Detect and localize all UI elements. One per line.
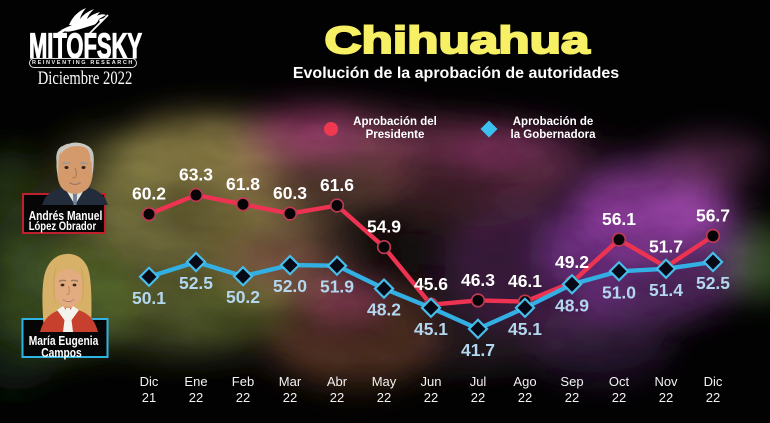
svg-text:Jul: Jul	[470, 374, 487, 389]
svg-text:45.1: 45.1	[414, 319, 448, 339]
svg-text:Mar: Mar	[279, 374, 302, 389]
svg-text:56.7: 56.7	[696, 205, 730, 225]
svg-text:22: 22	[424, 390, 438, 405]
svg-text:22: 22	[330, 390, 344, 405]
svg-text:51.4: 51.4	[649, 280, 683, 300]
svg-text:Nov: Nov	[654, 374, 678, 389]
svg-text:22: 22	[565, 390, 579, 405]
svg-text:52.5: 52.5	[696, 273, 730, 293]
svg-text:22: 22	[706, 390, 720, 405]
svg-text:22: 22	[189, 390, 203, 405]
svg-text:46.1: 46.1	[508, 271, 542, 291]
svg-text:Abr: Abr	[327, 374, 348, 389]
svg-text:22: 22	[612, 390, 626, 405]
svg-text:52.5: 52.5	[179, 273, 213, 293]
svg-text:22: 22	[236, 390, 250, 405]
svg-text:May: May	[372, 374, 397, 389]
svg-text:Sep: Sep	[560, 374, 583, 389]
svg-text:46.3: 46.3	[461, 270, 495, 290]
svg-text:Ago: Ago	[513, 374, 536, 389]
svg-text:49.2: 49.2	[555, 252, 589, 272]
svg-text:45.1: 45.1	[508, 319, 542, 339]
svg-text:48.2: 48.2	[367, 300, 401, 320]
svg-text:22: 22	[377, 390, 391, 405]
svg-text:56.1: 56.1	[602, 209, 636, 229]
svg-text:48.9: 48.9	[555, 295, 589, 315]
svg-text:Jun: Jun	[421, 374, 442, 389]
svg-text:54.9: 54.9	[367, 217, 401, 237]
svg-text:50.2: 50.2	[226, 287, 260, 307]
svg-text:22: 22	[518, 390, 532, 405]
svg-text:45.6: 45.6	[414, 274, 448, 294]
svg-text:Feb: Feb	[232, 374, 254, 389]
svg-text:22: 22	[471, 390, 485, 405]
svg-text:63.3: 63.3	[179, 165, 213, 185]
svg-text:61.6: 61.6	[320, 175, 354, 195]
svg-text:41.7: 41.7	[461, 340, 495, 360]
svg-text:Ene: Ene	[184, 374, 207, 389]
svg-text:52.0: 52.0	[273, 276, 307, 296]
svg-text:60.3: 60.3	[273, 183, 307, 203]
svg-text:22: 22	[283, 390, 297, 405]
svg-text:Oct: Oct	[609, 374, 630, 389]
svg-text:51.0: 51.0	[602, 282, 636, 302]
svg-text:Dic: Dic	[140, 374, 159, 389]
svg-text:50.1: 50.1	[132, 288, 166, 308]
svg-text:22: 22	[659, 390, 673, 405]
svg-text:Dic: Dic	[704, 374, 723, 389]
svg-text:21: 21	[142, 390, 156, 405]
svg-text:61.8: 61.8	[226, 174, 260, 194]
svg-text:51.7: 51.7	[649, 236, 683, 256]
svg-text:51.9: 51.9	[320, 277, 354, 297]
svg-text:60.2: 60.2	[132, 184, 166, 204]
